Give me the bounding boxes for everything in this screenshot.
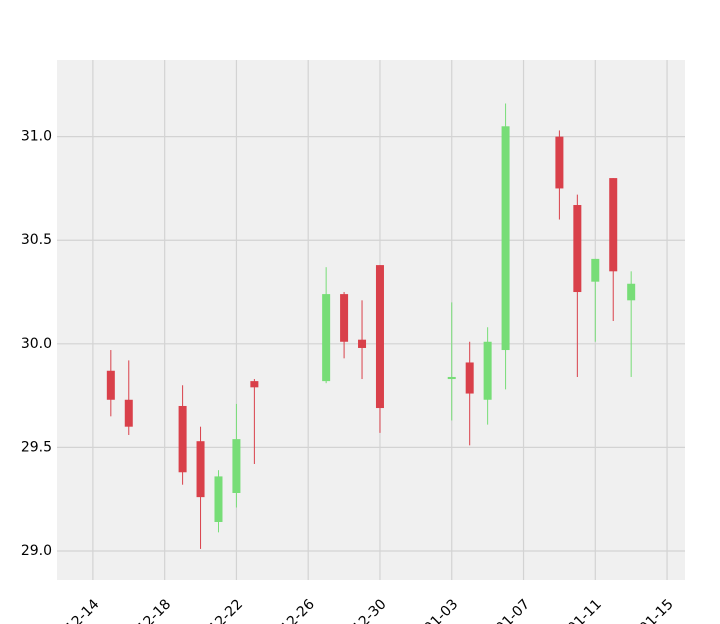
y-tick-label: 29.5 [21, 439, 52, 455]
candle-body [483, 341, 492, 400]
y-tick-label: 31.0 [21, 129, 52, 145]
candle-body [609, 178, 618, 272]
x-tick-label: 12-18 [134, 596, 174, 624]
candle-body [375, 265, 384, 409]
y-tick-label: 30.5 [21, 232, 52, 248]
candle-body [340, 294, 349, 342]
candle-body [124, 399, 133, 427]
x-tick-label: 12-26 [278, 596, 318, 624]
x-tick-label: 01-11 [565, 596, 605, 624]
x-tick-label: 01-07 [493, 596, 533, 624]
candle-body [447, 376, 456, 380]
y-tick-label: 29.0 [21, 543, 52, 559]
candle-body [555, 136, 564, 189]
y-tick-label: 30.0 [21, 336, 52, 352]
candle-body [573, 205, 582, 293]
candle-body [178, 405, 187, 473]
candle-body [501, 126, 510, 351]
candle-body [322, 294, 331, 382]
candle-body [358, 339, 367, 348]
candle-body [627, 283, 636, 301]
candle-body [196, 441, 205, 498]
candle-body [106, 370, 115, 400]
x-tick-label: 12-22 [206, 596, 246, 624]
x-tick-label: 01-03 [421, 596, 461, 624]
x-tick-label: 01-15 [637, 596, 677, 624]
candle-body [250, 381, 259, 388]
x-tick-label: 12-30 [350, 596, 390, 624]
candle-body [232, 439, 241, 493]
plot-area [57, 60, 685, 580]
candle-body [591, 258, 600, 282]
x-tick-label: 12-14 [62, 596, 102, 624]
candle-body [465, 362, 474, 394]
candle-body [214, 476, 223, 522]
